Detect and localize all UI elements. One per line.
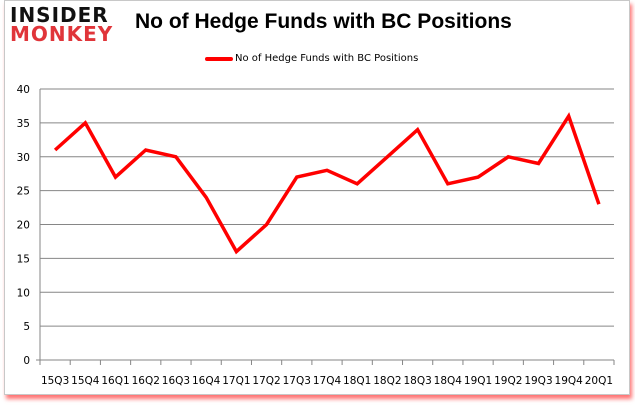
- x-tick-label: 19Q4: [555, 375, 584, 387]
- x-tick-label: 17Q2: [252, 375, 280, 387]
- x-tick-label: 18Q3: [403, 375, 431, 387]
- x-tick-label: 19Q1: [464, 375, 492, 387]
- y-tick-label: 30: [17, 152, 30, 164]
- legend-line-swatch: [205, 56, 233, 61]
- x-tick-label: 20Q1: [585, 375, 613, 387]
- y-tick-label: 10: [17, 287, 30, 299]
- y-tick-label: 25: [17, 186, 30, 198]
- x-tick-label: 15Q4: [71, 375, 100, 387]
- x-tick-label: 19Q2: [494, 375, 522, 387]
- x-tick-label: 18Q1: [343, 375, 371, 387]
- x-tick-label: 16Q3: [162, 375, 190, 387]
- y-tick-label: 40: [17, 84, 30, 96]
- y-tick-label: 0: [23, 355, 30, 367]
- y-tick-label: 35: [17, 118, 30, 130]
- x-tick-label: 16Q4: [192, 375, 221, 387]
- chart-frame: [4, 0, 630, 395]
- legend-label: No of Hedge Funds with BC Positions: [235, 53, 419, 64]
- y-tick-label: 15: [17, 253, 30, 265]
- x-tick-label: 17Q3: [283, 375, 311, 387]
- y-tick-label: 20: [17, 220, 30, 232]
- logo-line-2: MONKEY: [10, 22, 114, 46]
- x-tick-label: 18Q2: [373, 375, 401, 387]
- x-tick-label: 17Q1: [222, 375, 250, 387]
- x-tick-label: 16Q2: [132, 375, 160, 387]
- x-tick-label: 17Q4: [313, 375, 342, 387]
- chart-legend: No of Hedge Funds with BC Positions: [205, 53, 418, 64]
- x-tick-label: 15Q3: [41, 375, 69, 387]
- x-tick-label: 18Q4: [434, 375, 463, 387]
- chart-title: No of Hedge Funds with BC Positions: [135, 10, 512, 33]
- y-tick-label: 5: [23, 321, 30, 333]
- x-tick-label: 19Q3: [524, 375, 552, 387]
- logo-line-1: INSIDER: [10, 3, 109, 27]
- insider-monkey-logo: INSIDER MONKEY: [10, 3, 114, 46]
- x-tick-label: 16Q1: [101, 375, 129, 387]
- series-line: [53, 112, 601, 255]
